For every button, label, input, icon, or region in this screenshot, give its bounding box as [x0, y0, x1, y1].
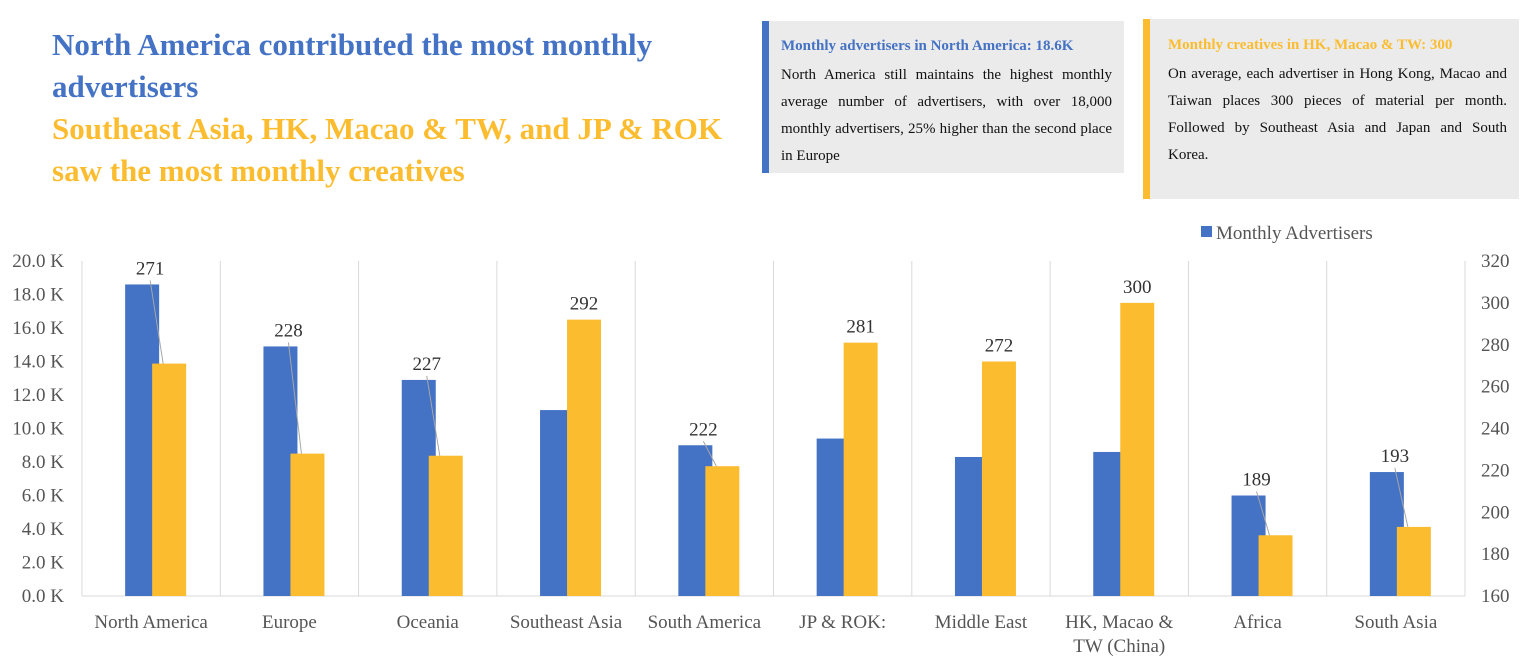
left-axis-tick-label: 20.0 K: [12, 251, 64, 272]
creatives-data-label: 189: [1242, 470, 1271, 491]
data-label-leader-line: [702, 441, 717, 467]
creatives-bar: [1396, 526, 1431, 596]
advertisers-card-body: North America still maintains the highes…: [781, 67, 1112, 164]
right-axis-tick-label: 320: [1481, 251, 1510, 272]
category-label: North America: [94, 612, 208, 633]
left-axis-tick-label: 8.0 K: [22, 452, 65, 473]
advertisers-card-title: Monthly advertisers in North America: 18…: [781, 38, 1074, 54]
right-axis-tick-label: 280: [1481, 335, 1510, 356]
creatives-data-label: 227: [413, 354, 442, 375]
category-label: South America: [648, 612, 762, 633]
left-axis-tick-label: 0.0 K: [22, 586, 65, 607]
legend-label-advertisers: Monthly Advertisers: [1216, 223, 1373, 244]
creatives-data-label: 292: [570, 294, 599, 315]
category-label: South Asia: [1354, 612, 1437, 633]
right-axis-tick-label: 200: [1481, 502, 1510, 523]
creatives-card-body: On average, each advertiser in Hong Kong…: [1168, 66, 1507, 163]
creatives-data-label: 228: [274, 320, 303, 341]
left-axis-tick-label: 18.0 K: [12, 285, 64, 306]
headline: North America contributed the most month…: [52, 24, 752, 192]
right-axis-tick-label: 160: [1481, 586, 1510, 607]
advertisers-card: Monthly advertisers in North America: 18…: [762, 21, 1124, 173]
creatives-bar: [1120, 302, 1155, 596]
creatives-data-label: 300: [1123, 277, 1152, 298]
category-label: Oceania: [397, 612, 460, 633]
left-axis-tick-label: 4.0 K: [22, 519, 65, 540]
left-axis-tick-label: 2.0 K: [22, 553, 65, 574]
data-label-leader-line: [287, 342, 302, 454]
right-axis-tick-label: 260: [1481, 377, 1510, 398]
creatives-data-label: 281: [846, 317, 875, 338]
category-label: HK, Macao & TW (China): [1065, 612, 1173, 657]
data-label-leader-line: [1256, 491, 1271, 536]
category-label: Middle East: [935, 612, 1028, 633]
creatives-bar: [981, 361, 1016, 596]
right-axis-tick-label: 180: [1481, 544, 1510, 565]
creatives-data-label: 272: [985, 336, 1014, 357]
right-axis-tick-label: 300: [1481, 293, 1510, 314]
creatives-bar: [428, 455, 463, 596]
left-axis-tick-label: 14.0 K: [12, 352, 64, 373]
creatives-bar: [567, 319, 602, 596]
left-axis-tick-label: 16.0 K: [12, 318, 64, 339]
left-axis-tick-label: 10.0 K: [12, 419, 64, 440]
category-label: Europe: [262, 612, 317, 633]
creatives-bar: [843, 342, 878, 596]
creatives-bar: [705, 466, 740, 596]
right-axis-tick-label: 240: [1481, 419, 1510, 440]
legend-swatch-advertisers: [1201, 226, 1212, 237]
category-label: Africa: [1233, 612, 1282, 633]
creatives-data-label: 222: [689, 419, 718, 440]
creatives-card: Monthly creatives in HK, Macao & TW: 300…: [1143, 19, 1519, 199]
headline-advertisers: North America contributed the most month…: [52, 27, 653, 104]
category-label: JP & ROK:: [799, 612, 886, 633]
left-axis-tick-label: 12.0 K: [12, 385, 64, 406]
creatives-card-title: Monthly creatives in HK, Macao & TW: 300: [1168, 37, 1453, 53]
creatives-data-label: 271: [136, 258, 165, 279]
right-axis-tick-label: 220: [1481, 460, 1510, 481]
left-axis-tick-label: 6.0 K: [22, 486, 65, 507]
data-label-leader-line: [426, 375, 441, 456]
region-bar-chart: 0.0 K 2.0 K 4.0 K 6.0 K 8.0 K 10.0 K 12.0 K 14.…: [12, 223, 1510, 657]
category-label: Southeast Asia: [510, 612, 623, 633]
creatives-bar: [1258, 535, 1293, 596]
creatives-bar: [290, 453, 325, 596]
data-label-leader-line: [149, 280, 164, 364]
creatives-bar: [152, 363, 187, 596]
creatives-data-label: 193: [1381, 446, 1410, 467]
data-label-leader-line: [1394, 467, 1409, 528]
headline-creatives: Southeast Asia, HK, Macao & TW, and JP &…: [52, 111, 723, 188]
